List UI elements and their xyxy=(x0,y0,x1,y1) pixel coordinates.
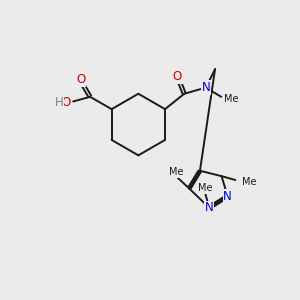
Text: H: H xyxy=(54,96,63,109)
Text: O: O xyxy=(76,74,86,86)
Text: N: N xyxy=(205,201,214,214)
Text: Me: Me xyxy=(169,167,183,177)
Text: Me: Me xyxy=(242,176,256,187)
Text: Me: Me xyxy=(224,94,239,104)
Text: Me: Me xyxy=(198,184,213,194)
Text: O: O xyxy=(173,70,182,83)
Text: N: N xyxy=(223,190,232,203)
Text: O: O xyxy=(61,96,71,109)
Text: N: N xyxy=(202,81,210,94)
